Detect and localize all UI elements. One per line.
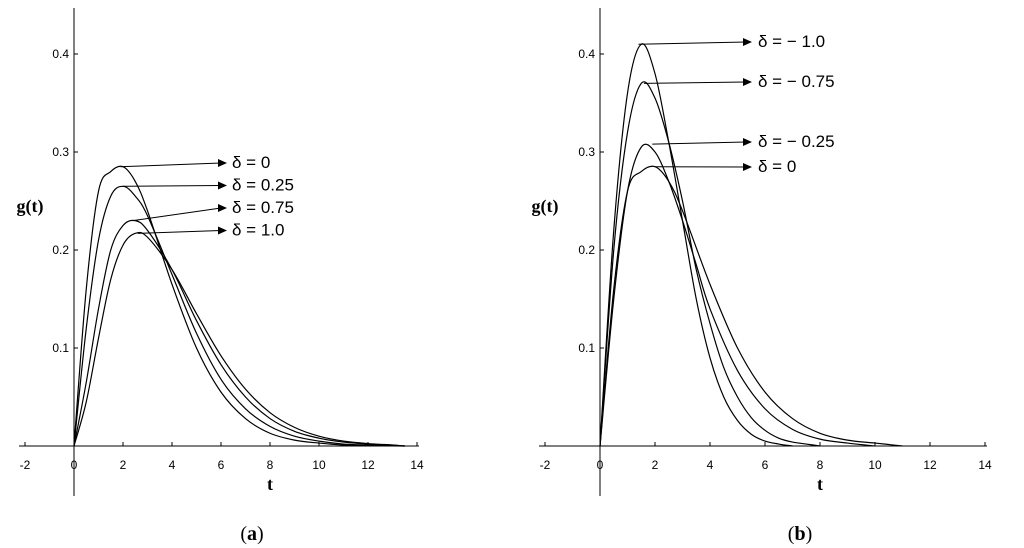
x-tick-label: 10 xyxy=(312,458,326,472)
panel-label: (a) xyxy=(240,523,263,545)
annotation-arrow xyxy=(643,81,747,84)
y-tick-label: 0.2 xyxy=(578,243,595,257)
annotation-arrow xyxy=(120,162,222,168)
y-tick-label: 0.3 xyxy=(52,145,69,159)
series-label: δ = 1.0 xyxy=(232,221,284,240)
annotation-arrowhead xyxy=(743,38,752,46)
series-label: δ = 0 xyxy=(232,153,270,172)
series-line xyxy=(73,165,405,447)
annotation-arrowhead xyxy=(743,163,752,171)
x-tick-label: 6 xyxy=(762,458,769,472)
panel-b: -2 0 2 4 6 8 10 12 14 0.1 0.2 0.3 0.4 t g(t) δ = − 1.0 δ… xyxy=(532,8,992,545)
x-tick-label: 4 xyxy=(707,458,714,472)
series-line xyxy=(599,165,903,447)
x-tick-label: 12 xyxy=(923,458,937,472)
y-tick-label: 0.4 xyxy=(52,47,69,61)
annotation-arrowhead xyxy=(218,159,227,167)
y-tick-label: 0.3 xyxy=(578,145,595,159)
x-tick-label: 4 xyxy=(169,458,176,472)
annotation-arrowhead xyxy=(218,204,227,212)
series-line xyxy=(599,81,821,447)
y-axis-title: g(t) xyxy=(17,196,44,217)
panel-label: (b) xyxy=(788,523,812,545)
series-line xyxy=(599,43,793,447)
series-line xyxy=(73,231,405,447)
x-tick-label: -2 xyxy=(540,458,551,472)
annotation-arrow xyxy=(132,207,222,222)
y-tick-label: 0.4 xyxy=(578,47,595,61)
x-tick-label: 2 xyxy=(652,458,659,472)
x-tick-label: 14 xyxy=(978,458,992,472)
annotation-arrowhead xyxy=(743,78,752,86)
x-tick-label: 0 xyxy=(597,458,604,472)
y-axis-title: g(t) xyxy=(532,196,559,217)
series-label: δ = − 0.25 xyxy=(758,132,835,151)
x-tick-label: 14 xyxy=(410,458,424,472)
x-axis-title: t xyxy=(267,474,273,494)
x-tick-label: 8 xyxy=(817,458,824,472)
series-line xyxy=(73,219,405,447)
annotation-arrow xyxy=(122,185,222,187)
annotation-arrowhead xyxy=(218,181,227,190)
series-label: δ = − 1.0 xyxy=(758,32,825,51)
annotation-arrowhead xyxy=(218,226,227,235)
annotation-arrowhead xyxy=(743,138,752,146)
annotation-arrow xyxy=(137,230,222,234)
annotation-arrow xyxy=(652,141,747,145)
x-tick-label: 6 xyxy=(218,458,225,472)
series-label: δ = 0.75 xyxy=(232,198,294,217)
panel-a: -2 0 2 4 6 8 10 12 14 0.1 0.2 0.3 0.4 t g(t) δ = 0 δ = 0… xyxy=(17,8,424,545)
x-tick-label: 0 xyxy=(71,458,78,472)
y-tick-label: 0.1 xyxy=(578,341,595,355)
x-tick-label: 2 xyxy=(120,458,127,472)
y-tick-label: 0.2 xyxy=(52,243,69,257)
series-line xyxy=(599,143,876,447)
x-tick-label: 8 xyxy=(267,458,274,472)
series-line xyxy=(73,185,405,447)
series-label: δ = 0.25 xyxy=(232,176,294,195)
x-tick-label: 12 xyxy=(361,458,375,472)
series-label: δ = 0 xyxy=(758,157,796,176)
series-label: δ = − 0.75 xyxy=(758,72,835,91)
x-tick-label: 10 xyxy=(868,458,882,472)
x-tick-label: -2 xyxy=(20,458,31,472)
x-axis-title: t xyxy=(817,474,823,494)
annotation-arrow xyxy=(638,41,747,45)
y-tick-label: 0.1 xyxy=(52,341,69,355)
